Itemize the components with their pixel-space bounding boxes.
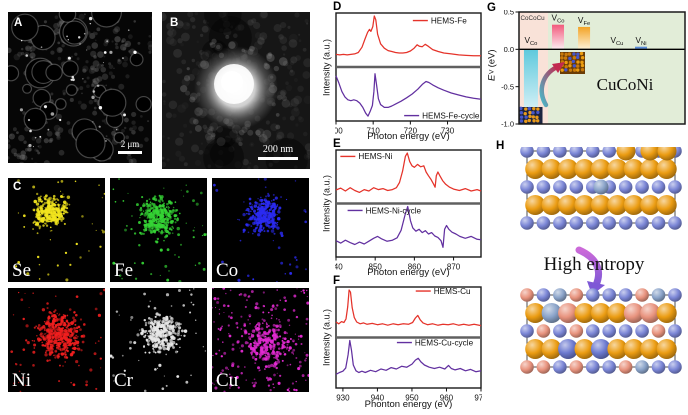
svg-text:950: 950 [405,394,419,403]
panel-g-label: G [487,2,496,14]
legend-hems-ni: HEMS-Ni [358,152,392,161]
panel-c-label: C [13,181,22,193]
svg-text:700: 700 [335,127,343,136]
svg-text:-1.0: -1.0 [501,120,514,128]
svg-text:710: 710 [366,127,380,136]
element-map-ni: Ni [8,288,105,392]
scale-bar-a-line [118,151,142,154]
element-map-cu: Cu [212,288,309,392]
spectrum-plot-f: 930 940 950 960 970 HEMS-Cu HEMS-Cu-cycle [335,286,482,403]
panel-d-label: D [333,1,342,13]
panel-h-label: H [496,140,505,152]
scale-bar-b-line [258,157,298,160]
panel-f-y-axis-label: Intensity (a.u.) [321,308,332,367]
element-label-se: Se [12,260,31,281]
svg-text:0.5: 0.5 [504,10,514,17]
high-entropy-label: High entropy [543,254,645,275]
panel-f-label: F [333,275,341,287]
tem-image-b [162,12,310,169]
scale-bar-b-text: 200 nm [262,144,294,155]
element-map-fe: Fe [110,178,207,282]
svg-text:870: 870 [447,263,461,272]
svg-text:960: 960 [440,394,454,403]
legend-hems-fe: HEMS-Fe [431,16,467,25]
panel-d-y-axis-label: Intensity (a.u.) [321,38,332,96]
panel-d-x-axis-label: Photon energy (eV) [367,131,450,142]
panel-b-label: B [170,17,179,29]
scale-bar-a-text: 2 μm [120,139,140,149]
panel-e-y-axis-label: Intensity (a.u.) [321,174,332,233]
legend-hems-cu-cycle: HEMS-Cu-cycle [415,338,474,347]
svg-text:840: 840 [335,263,343,272]
element-label-cr: Cr [114,370,134,391]
bar-label-v-co-1: VCo [552,13,565,25]
element-map-se: Se [8,178,105,282]
svg-text:720: 720 [404,127,418,136]
spectrum-plot-e: 840 850 860 870 HEMS-Ni HEMS-Ni-cycle [335,149,482,272]
svg-text:970: 970 [474,394,482,403]
element-label-co: Co [216,260,238,281]
cuconi-annotation: CuCoNi [597,75,654,94]
bar-label-v-ni-4: VNi [635,35,646,47]
svg-text:860: 860 [408,263,422,272]
svg-text:850: 850 [369,263,383,272]
panel-a-label: A [14,17,23,29]
svg-text:-0.5: -0.5 [501,82,514,91]
spectrum-plot-d: 700 710 720 730 HEMS-Fe HEMS-Fe-cycle [335,12,482,136]
element-map-cr: Cr [110,288,207,392]
element-label-fe: Fe [114,260,133,281]
crystal-models [520,147,682,374]
panel-e-x-axis-label: Photon energy (eV) [367,267,450,278]
legend-hems-fe-cycle: HEMS-Fe-cycle [422,111,480,120]
panel-e-label: E [333,138,341,150]
env-label-cocucu: CoCoCu [521,15,546,22]
svg-text:940: 940 [371,394,385,403]
panel-f-x-axis-label: Phonton energy (eV) [364,399,453,410]
scale-bar-b: 200 nm [252,145,304,160]
svg-text:730: 730 [441,127,455,136]
element-label-ni: Ni [12,370,31,391]
tem-image-a [8,12,152,163]
element-map-co: Co [212,178,309,282]
legend-hems-cu: HEMS-Cu [434,287,471,296]
legend-hems-ni-cycle: HEMS-Ni-cycle [366,206,422,215]
scale-bar-a: 2 μm [112,140,148,154]
svg-text:0.0: 0.0 [504,45,514,54]
svg-text:930: 930 [336,394,350,403]
element-label-cu: Cu [216,370,239,391]
